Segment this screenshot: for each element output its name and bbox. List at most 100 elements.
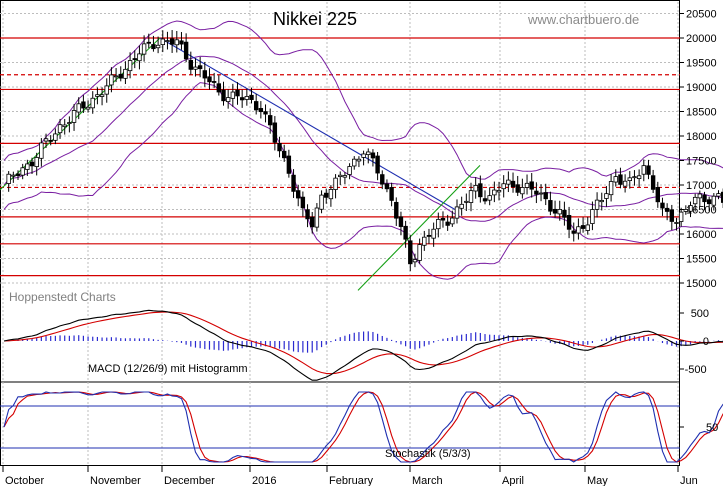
- candle-body: [627, 177, 632, 182]
- candle-body: [95, 94, 100, 97]
- candle-body: [562, 209, 567, 218]
- candle-body: [188, 60, 193, 70]
- candle-body: [692, 196, 698, 205]
- candle-body: [314, 207, 320, 228]
- candle-body: [492, 189, 497, 196]
- candle-body: [123, 68, 128, 79]
- candle-body: [576, 226, 581, 234]
- candle-body: [291, 174, 296, 192]
- candle-body: [590, 209, 595, 224]
- candle-body: [720, 191, 723, 203]
- candle-body: [375, 155, 380, 174]
- trend-lines: [0, 37, 481, 291]
- candle-body: [384, 183, 390, 190]
- candle-body: [716, 193, 721, 197]
- candle-body: [506, 179, 511, 185]
- candle-body: [90, 97, 95, 109]
- month-label: February: [329, 475, 374, 486]
- macd-tick-label: -500: [685, 364, 707, 376]
- price-tick-label: 15500: [686, 254, 717, 266]
- candle-body: [417, 244, 422, 261]
- candle-body: [669, 209, 675, 222]
- candle-body: [48, 140, 53, 142]
- candle-body: [310, 216, 315, 228]
- price-tick-label: 18000: [686, 131, 717, 143]
- month-label: March: [412, 475, 443, 486]
- candle-body: [683, 209, 689, 212]
- candle-body: [604, 193, 609, 199]
- candle-body: [706, 199, 712, 205]
- candle-body: [398, 216, 404, 227]
- candle-body: [43, 138, 49, 142]
- candle-body: [151, 44, 156, 50]
- month-label: April: [502, 475, 524, 486]
- candle-body: [389, 187, 394, 201]
- candle-body: [468, 190, 474, 203]
- candle-body: [436, 219, 441, 230]
- candle-body: [132, 58, 137, 60]
- candle-body: [520, 187, 525, 195]
- candle-body: [141, 43, 147, 55]
- candle-body: [501, 183, 506, 190]
- axes: 20500 20000 19500 19000 18500 18000 17500 17000…: [2, 9, 718, 486]
- month-label: October: [5, 475, 44, 486]
- candle-body: [618, 174, 623, 185]
- horizontal-levels: [0, 37, 680, 277]
- stochastic-label: Stochastik (5/3/3): [385, 448, 471, 460]
- candle-body: [165, 40, 170, 42]
- price-tick-label: 18500: [686, 107, 717, 119]
- macd-tick-label: 0: [703, 336, 709, 348]
- price-tick-label: 19500: [686, 58, 717, 70]
- stoch-tick-label: 50: [706, 422, 718, 434]
- price-tick-label: 20000: [686, 33, 717, 45]
- candle-body: [249, 94, 254, 100]
- candle-body: [571, 230, 576, 234]
- candle-body: [538, 192, 544, 195]
- candle-body: [34, 157, 39, 168]
- candle-body: [11, 174, 16, 177]
- candle-body: [286, 155, 292, 174]
- candle-body: [267, 115, 273, 126]
- candle-body: [20, 167, 25, 176]
- candle-body: [352, 158, 357, 167]
- candle-body: [552, 208, 558, 214]
- candle-body: [622, 180, 628, 187]
- macd-line: [3, 309, 723, 381]
- candle-body: [515, 184, 520, 193]
- candle-body: [324, 192, 329, 198]
- candle-body: [487, 195, 492, 201]
- candle-body: [478, 183, 483, 198]
- candle-body: [81, 101, 86, 109]
- bollinger-bands: [3, 20, 723, 280]
- candle-body: [179, 40, 184, 45]
- candle-body: [85, 106, 91, 110]
- macd-tick-label: 500: [691, 308, 709, 320]
- candle-body: [370, 152, 376, 159]
- candle-body: [305, 209, 310, 220]
- candle-body: [366, 151, 371, 156]
- candle-body: [482, 198, 488, 202]
- candle-body: [53, 133, 58, 141]
- candle-body: [253, 101, 259, 111]
- candle-body: [580, 225, 586, 229]
- candle-body: [239, 97, 245, 101]
- candle-body: [328, 189, 334, 200]
- macd-signal-line: [3, 311, 723, 375]
- candle-body: [678, 211, 684, 222]
- stochastic-panel: [0, 391, 723, 463]
- candle-body: [394, 201, 399, 219]
- candle-body: [193, 66, 198, 70]
- candle-body: [333, 177, 338, 190]
- candle-body: [356, 158, 362, 162]
- candle-body: [57, 124, 63, 134]
- candle-body: [277, 143, 282, 152]
- source-label: Hoppenstedt Charts: [9, 290, 116, 304]
- trendline-down: [159, 37, 456, 210]
- candle-body: [67, 122, 72, 125]
- candle-body: [697, 193, 703, 199]
- candle-body: [650, 175, 656, 190]
- candle-body: [169, 38, 175, 45]
- candle-body: [548, 200, 553, 212]
- candle-body: [608, 181, 614, 196]
